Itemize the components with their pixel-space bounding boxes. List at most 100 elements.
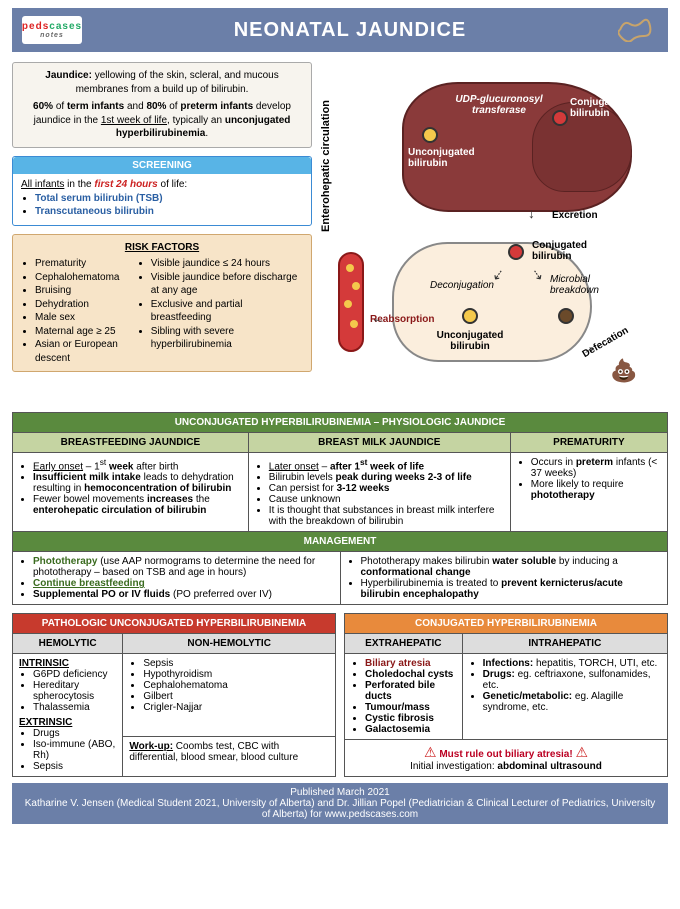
conj-dot-icon [552, 110, 568, 126]
bf-after: after birth [133, 461, 178, 472]
col-bm: BREAST MILK JAUNDICE [248, 433, 510, 453]
extr-sepsis: Sepsis [33, 761, 116, 772]
bf-ent: enterohepatic circulation of bilirubin [33, 505, 206, 516]
risk-descent: Asian or European descent [35, 338, 129, 365]
mgmt-continue-bf: Continue breastfeeding [33, 578, 145, 589]
risk-ceph: Cephalohematoma [35, 271, 129, 285]
bf-t3: the [193, 494, 210, 505]
risk-prematurity: Prematurity [35, 257, 129, 271]
workup-cell: Work-up: Coombs test, CBC with different… [123, 737, 336, 777]
ex-chole: Choledochal cysts [365, 669, 453, 680]
deconj-label: Deconjugation [430, 280, 494, 291]
mgmt-r3: Hyperbilirubinemia is treated to [361, 578, 502, 589]
intr-spher: Hereditary spherocytosis [33, 680, 116, 702]
prem-photo: phototherapy [531, 490, 595, 501]
warn-us: abdominal ultrasound [497, 761, 601, 772]
intro-t6: . [205, 128, 208, 139]
unconj-dot-icon [422, 127, 438, 143]
blood-vessel-icon [338, 252, 364, 352]
screening-tcb: Transcutaneous bilirubin [35, 206, 154, 217]
bf-t1: – 1 [83, 461, 100, 472]
mgmt-photo: Phototherapy [33, 556, 97, 567]
intro-t3: of [166, 101, 180, 112]
conj-header: CONJUGATED HYPERBILIRUBINEMIA [345, 614, 668, 634]
pathologic-table: PATHOLOGIC UNCONJUGATED HYPERBILIRUBINEM… [12, 613, 336, 777]
bm-t3: Can persist for [269, 483, 337, 494]
liver-diagram: Enterohepatic circulation UDP-glucuronos… [322, 62, 668, 412]
risk-visdis: Visible jaundice before discharge at any… [151, 271, 303, 298]
intro-t5: , typically an [167, 115, 225, 126]
bm-312: 3-12 weeks [337, 483, 390, 494]
intrinsic-hd: INTRINSIC [19, 658, 116, 669]
unconj2-label: Unconjugated bilirubin [430, 330, 510, 352]
warn-initial: Initial investigation: [410, 761, 497, 772]
conj2-dot-icon [508, 244, 524, 260]
warn-text: Must rule out biliary atresia! [439, 749, 572, 760]
unconj-label: Unconjugated bilirubin [408, 147, 488, 169]
mgmt-r1: Phototherapy makes bilirubin [361, 556, 493, 567]
bf-hemo: hemoconcentration of bilirubin [84, 483, 231, 494]
intestine-icon [618, 16, 658, 44]
physio-header: UNCONJUGATED HYPERBILIRUBINEMIA – PHYSIO… [13, 413, 668, 433]
col-hemolytic: HEMOLYTIC [13, 634, 123, 654]
mgmt-row: Phototherapy (use AAP normograms to dete… [13, 552, 668, 605]
nh-gilbert: Gilbert [143, 691, 329, 702]
prem-t2: More likely to require [531, 479, 624, 490]
warn-icon-2: ⚠ [575, 744, 588, 760]
bm-t2: Bilirubin levels [269, 472, 336, 483]
ex-tumour: Tumour/mass [365, 702, 430, 713]
ex-galact: Galactosemia [365, 724, 430, 735]
col-extrahepatic: EXTRAHEPATIC [345, 634, 463, 654]
physiologic-table: UNCONJUGATED HYPERBILIRUBINEMIA – PHYSIO… [12, 412, 668, 605]
nh-crigler: Crigler-Najjar [143, 702, 329, 713]
footer-authors: Katharine V. Jensen (Medical Student 202… [20, 798, 660, 820]
prem-cell: Occurs in preterm infants (< 37 weeks) M… [510, 453, 667, 532]
col-nonhemolytic: NON-HEMOLYTIC [123, 634, 336, 654]
bf-week: week [106, 461, 133, 472]
col-prem: PREMATURITY [510, 433, 667, 453]
unconj2-dot-icon [462, 308, 478, 324]
bm-cell: Later onset – after 1st week of life Bil… [248, 453, 510, 532]
in-inf-t: hepatitis, TORCH, UTI, etc. [533, 658, 657, 669]
bf-fewer: Fewer bowel movements [33, 494, 147, 505]
mgmt-water: water soluble [492, 556, 556, 567]
udp-label: UDP-glucuronosyl transferase [454, 94, 544, 116]
header-bar: pedscases notes NEONATAL JAUNDICE [12, 8, 668, 52]
intro-box: Jaundice: yellowing of the skin, scleral… [12, 62, 312, 148]
footer: Published March 2021 Katharine V. Jensen… [12, 783, 668, 824]
prem-preterm: preterm [576, 457, 613, 468]
screening-24h: first 24 hours [94, 179, 157, 190]
bm-later: Later onset [269, 461, 319, 472]
hemolytic-cell: INTRINSIC G6PD deficiency Hereditary sph… [13, 654, 123, 777]
nh-ceph: Cephalohematoma [143, 680, 329, 691]
footer-date: Published March 2021 [20, 787, 660, 798]
screening-header: SCREENING [13, 157, 311, 175]
intro-def: yellowing of the skin, scleral, and muco… [76, 70, 279, 95]
risk-sibling: Sibling with severe hyperbilirubinemia [151, 325, 303, 352]
intro-preterm: preterm infants [180, 101, 253, 112]
risk-vis24: Visible jaundice ≤ 24 hours [151, 257, 303, 271]
mgmt-header: MANAGEMENT [13, 532, 668, 552]
bm-wol: week of life [367, 461, 424, 472]
bf-early: Early onset [33, 461, 83, 472]
nh-hypo: Hypothyroidism [143, 669, 329, 680]
intr-g6pd: G6PD deficiency [33, 669, 116, 680]
bm-t1: – [319, 461, 330, 472]
intro-week1: 1st week of life [101, 115, 167, 126]
warn-icon: ⚠ [424, 744, 437, 760]
bm-after1: after 1 [330, 461, 360, 472]
risk-dehydration: Dehydration [35, 298, 129, 312]
conjugated-table: CONJUGATED HYPERBILIRUBINEMIA EXTRAHEPAT… [344, 613, 668, 777]
intro-60: 60% [33, 101, 53, 112]
col-bf: BREASTFEEDING JAUNDICE [13, 433, 249, 453]
risk-left: Prematurity Cephalohematoma Bruising Deh… [21, 257, 129, 365]
microbial-label: Microbial breakdown [550, 274, 610, 296]
risk-male: Male sex [35, 311, 129, 325]
screening-allinfants: All infants [21, 179, 64, 190]
conj-label: Conjugated bilirubin [570, 97, 640, 119]
page-title: NEONATAL JAUNDICE [234, 19, 467, 42]
mgmt-conf: conformational change [361, 567, 471, 578]
workup-hd: Work-up: [129, 741, 173, 752]
mgmt-r2: by inducing a [556, 556, 618, 567]
patho-header: PATHOLOGIC UNCONJUGATED HYPERBILIRUBINEM… [13, 614, 336, 634]
